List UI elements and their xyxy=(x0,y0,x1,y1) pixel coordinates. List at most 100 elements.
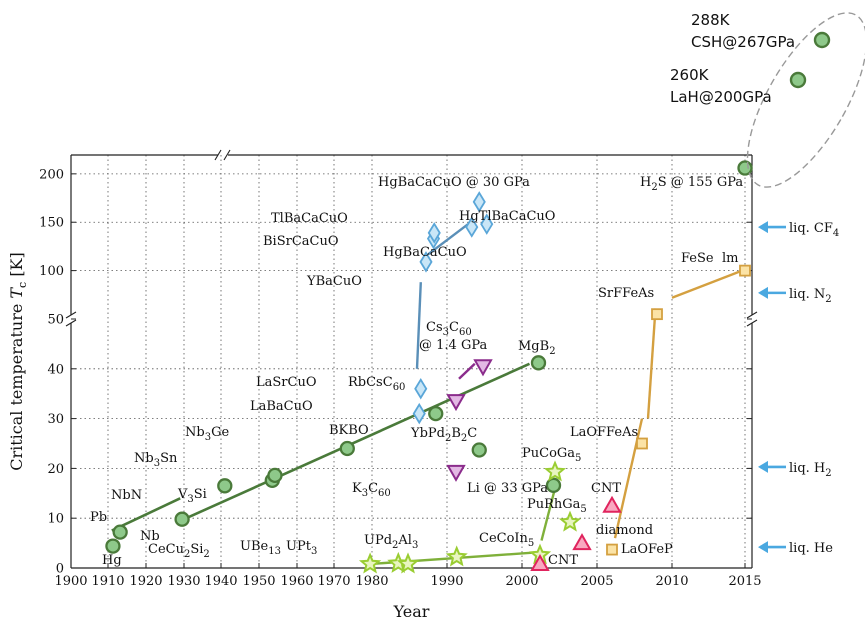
label-hg: Hg xyxy=(102,553,122,568)
axis-break-mark xyxy=(65,311,77,319)
axis-break-mark xyxy=(65,319,77,327)
label-pucoga5: PuCoGa5 xyxy=(522,446,581,464)
marker-off-scale-1 xyxy=(813,31,831,49)
marker-hg xyxy=(105,538,121,554)
marker-hgbacacuo xyxy=(465,216,479,238)
label-purhga5: PuRhGa5 xyxy=(527,497,587,515)
label-lm: lm xyxy=(722,251,739,266)
label-h2s: H2S @ 155 GPa xyxy=(640,175,743,193)
grid-lines xyxy=(71,155,752,568)
label-cecoin5: CeCoIn5 xyxy=(479,531,534,549)
marker-bkbo xyxy=(428,405,444,422)
marker-nb3sn xyxy=(267,467,283,484)
axis-break-mark xyxy=(746,311,758,319)
trend-conventional xyxy=(183,362,531,521)
label-li33: Li @ 33 GPa xyxy=(467,481,548,496)
x-tick-label-1940: 1940 xyxy=(204,574,237,589)
trend-iron-upper xyxy=(671,269,743,299)
label-ube13: UBe13 xyxy=(240,539,281,557)
y-tick-label-10: 10 xyxy=(47,512,64,527)
y-tick-label-0: 0 xyxy=(56,562,64,577)
y-tick-label-40: 40 xyxy=(47,362,64,377)
x-tick-label-1960: 1960 xyxy=(280,574,313,589)
label-cs3c60a: Cs3C60 xyxy=(426,320,472,338)
label-tlbacacuo: TlBaCaCuO xyxy=(271,211,348,226)
label-bkbo: BKBO xyxy=(329,423,369,438)
label-hgbacacuo30: HgBaCaCuO @ 30 GPa xyxy=(378,175,530,190)
label-rbcsc60: RbCsC60 xyxy=(348,375,405,393)
trend-cuprate-upper xyxy=(427,223,469,256)
marker-off-scale-2 xyxy=(789,71,807,89)
label-nb: Nb xyxy=(140,529,160,544)
marker-cnt-1 xyxy=(530,554,550,572)
ref-label-liq-he: liq. He xyxy=(789,541,833,556)
point-labels: Hg Pb Nb NbN V3Si Nb3Sn Nb3Ge BKBO MgB2 YbPd2B2C L… xyxy=(90,175,743,568)
marker-cecu2si2 xyxy=(358,552,382,574)
label-hgtlbacacuo: HgTlBaCaCuO xyxy=(459,209,555,224)
off-scale-temp-2: 260K xyxy=(670,66,710,84)
axis-break-mark xyxy=(746,319,758,327)
marker-upt3 xyxy=(396,552,420,574)
y-tick-label-100: 100 xyxy=(39,264,64,279)
y-tick-label-50: 50 xyxy=(47,313,64,328)
marker-purhga5 xyxy=(558,510,582,532)
marker-laofep xyxy=(606,543,618,556)
label-srffeas: SrFFeAs xyxy=(598,286,654,301)
marker-hgbacacuo-30-gpa xyxy=(472,191,486,213)
label-cnt1: CNT xyxy=(548,553,578,568)
label-labacuo: LaBaCuO xyxy=(250,399,313,414)
y-tick-label-200: 200 xyxy=(39,167,64,182)
marker-srffeas xyxy=(651,308,663,321)
x-tick-label-1970: 1970 xyxy=(317,574,350,589)
label-cs3c60b: @ 1.4 GPa xyxy=(419,338,487,353)
label-ybpd2b2c: YbPd2B2C xyxy=(410,426,477,444)
label-k3c60: K3C60 xyxy=(352,481,391,499)
x-tick-label-2000: 2000 xyxy=(505,574,538,589)
marker-lasrcuo xyxy=(414,377,428,400)
marker-upd2al3 xyxy=(445,545,468,567)
x-tick-label-2015: 2015 xyxy=(728,574,761,589)
x-tick-label-1950: 1950 xyxy=(242,574,275,589)
off-scale-ellipse xyxy=(746,12,865,188)
marker-ybpd2b2c xyxy=(471,442,487,458)
label-laofep: LaOFeP xyxy=(621,542,673,557)
trend-lines xyxy=(111,223,743,566)
off-scale-compound-1: CSH@267GPa xyxy=(691,33,795,51)
x-tick-label-1920: 1920 xyxy=(129,574,162,589)
marker-laoffeas xyxy=(636,437,648,450)
label-upd2al3: UPd2Al3 xyxy=(364,533,418,551)
ref-arrow-head xyxy=(758,541,768,554)
label-lasrcuo: LaSrCuO xyxy=(256,375,316,390)
label-ybacuo: YBaCuO xyxy=(306,274,362,289)
label-nb3ge: Nb3Ge xyxy=(185,425,229,443)
trend-heavy-fermion-rise xyxy=(540,488,557,541)
marker-tlbacacuo xyxy=(427,222,441,244)
label-hgbacacuo: HgBaCaCuO xyxy=(383,245,467,260)
label-laoffeas: LaOFFeAs xyxy=(570,425,638,440)
marker-rbcsc60 xyxy=(446,394,466,412)
ref-arrow-head xyxy=(758,460,768,473)
label-cecu2si2: CeCu2Si2 xyxy=(148,542,210,560)
marker-diamond xyxy=(572,533,592,551)
marker-pb xyxy=(112,524,128,540)
marker-hgtlbacacuo xyxy=(480,213,494,235)
x-axis-title: Year xyxy=(393,602,430,621)
marker-nb3ge xyxy=(339,440,355,457)
x-tick-label-1930: 1930 xyxy=(167,574,200,589)
label-nbn: NbN xyxy=(111,488,142,503)
axes: 1900 1910 1920 1930 1940 1950 1960 1970 1980 1990… xyxy=(7,149,762,621)
marker-li-33-gpa xyxy=(545,477,562,493)
off-scale-temp-1: 288K xyxy=(691,11,731,29)
x-tick-label-2010: 2010 xyxy=(655,574,688,589)
ref-label-liq-cf4: liq. CF4 xyxy=(789,221,839,239)
x-tick-label-1900: 1900 xyxy=(54,574,87,589)
marker-fese-lm xyxy=(739,264,751,277)
x-tick-label-1990: 1990 xyxy=(430,574,463,589)
marker-nb xyxy=(174,511,190,527)
x-tick-label-1980: 1980 xyxy=(355,574,388,589)
label-pb: Pb xyxy=(90,510,107,525)
marker-pucoga5 xyxy=(543,460,567,482)
marker-ybacuo xyxy=(419,251,433,273)
ref-label-liq-h2: liq. H2 xyxy=(789,461,832,479)
label-nb3sn: Nb3Sn xyxy=(134,451,178,469)
